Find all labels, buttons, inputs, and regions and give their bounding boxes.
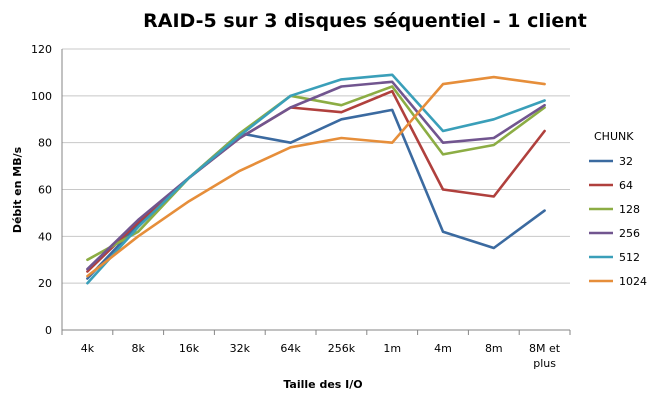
legend-label-256: 256 (619, 227, 640, 240)
y-tick-label: 80 (38, 137, 52, 150)
series-line-512 (86, 73, 546, 285)
y-tick-label: 120 (31, 43, 52, 56)
y-tick-label: 20 (38, 277, 52, 290)
x-tick-label: 8m (485, 342, 503, 355)
x-tick-label: 256k (328, 342, 356, 355)
legend-label-64: 64 (619, 179, 633, 192)
series-line-1024 (86, 75, 546, 278)
legend-label-128: 128 (619, 203, 640, 216)
x-tick-label: 8k (132, 342, 146, 355)
x-tick-label: 1m (383, 342, 401, 355)
series-line-64 (86, 89, 546, 273)
y-tick-label: 60 (38, 184, 52, 197)
y-tick-label: 100 (31, 90, 52, 103)
x-tick-label: 64k (280, 342, 301, 355)
series-lines (86, 73, 546, 285)
series-line-128 (86, 85, 546, 262)
x-tick-label: 32k (230, 342, 251, 355)
y-axis-title: Débit en MB/s (11, 146, 24, 233)
legend-label-512: 512 (619, 251, 640, 264)
x-axis-title: Taille des I/O (283, 378, 362, 391)
series-line-256 (86, 80, 546, 271)
x-tick-label: 4m (434, 342, 452, 355)
legend: CHUNK 32 64 128 256 512 1024 (589, 130, 647, 288)
legend-title: CHUNK (594, 130, 634, 143)
legend-label-1024: 1024 (619, 275, 647, 288)
x-tick-label: 4k (81, 342, 95, 355)
x-tick-label: 16k (179, 342, 200, 355)
x-tick-label: 8M et plus (529, 342, 561, 370)
y-tick-label: 40 (38, 230, 52, 243)
axes: 0 20 40 60 80 100 120 4k 8k 16k 32k 64k 256k 1m 4m 8m 8M… (31, 43, 571, 370)
y-tick-label: 0 (45, 324, 52, 337)
legend-label-32: 32 (619, 155, 633, 168)
chart-title: RAID-5 sur 3 disques séquentiel - 1 clie… (143, 10, 587, 32)
